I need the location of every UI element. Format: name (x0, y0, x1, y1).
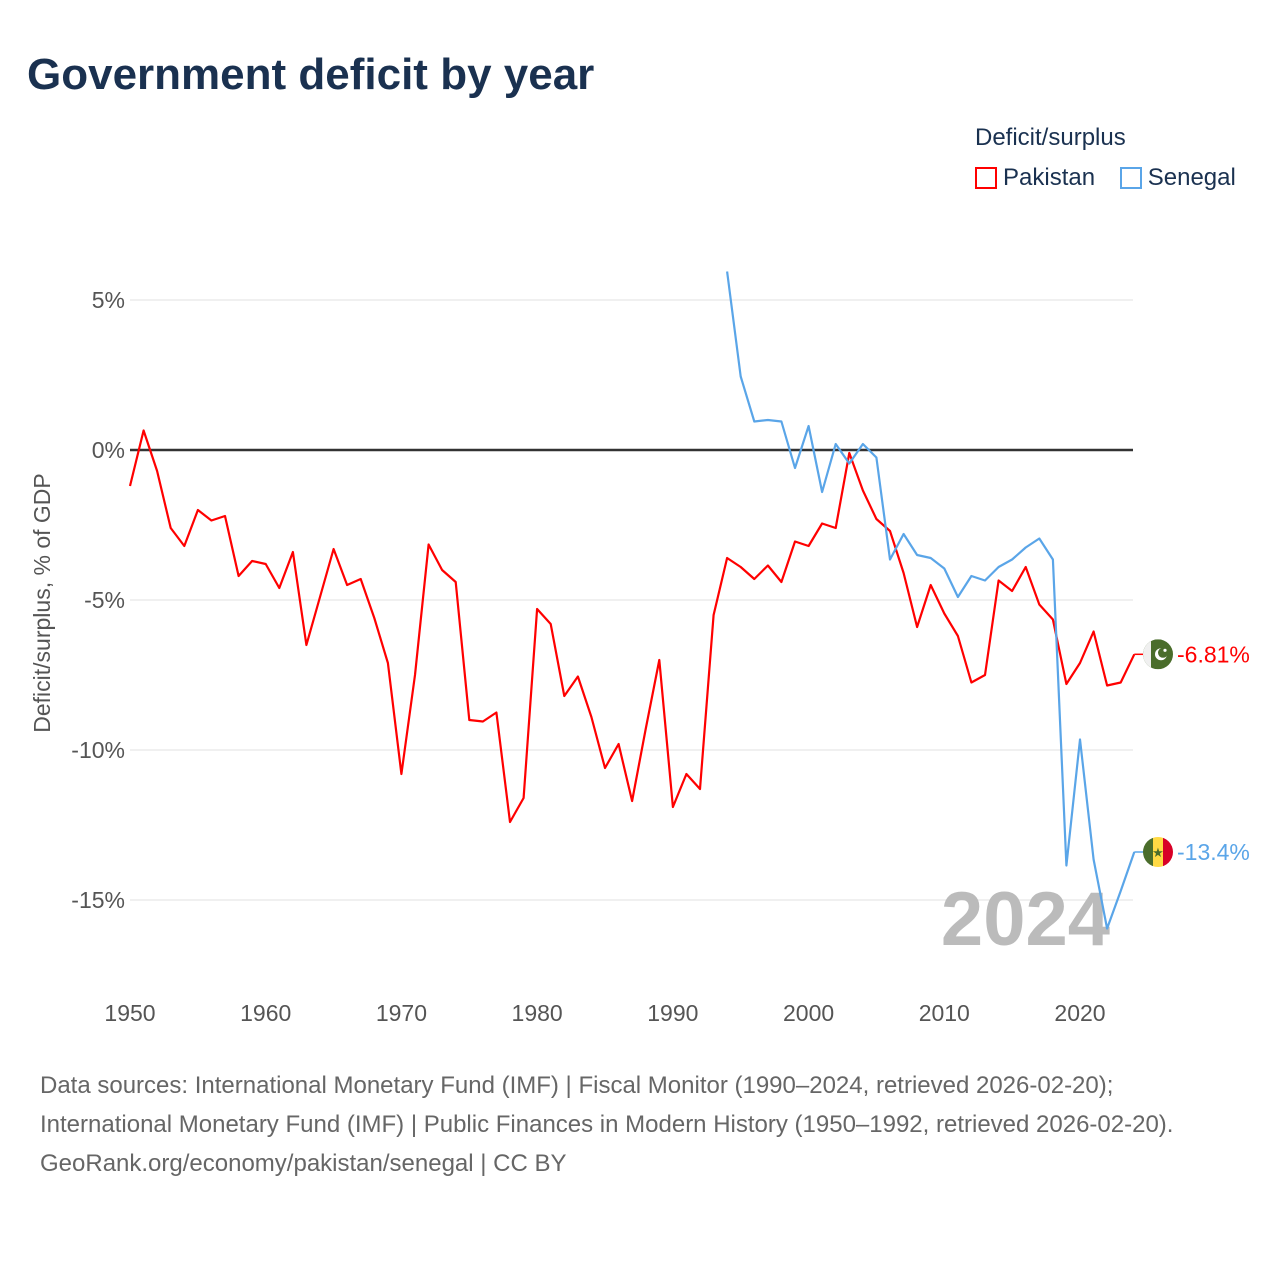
y-tick-label: 5% (92, 287, 125, 313)
svg-text:★: ★ (1152, 845, 1164, 860)
watermark-year: 2024 (941, 877, 1110, 962)
legend-item-pakistan[interactable]: Pakistan (975, 164, 1095, 192)
x-tick-label: 1950 (104, 1000, 155, 1026)
y-axis-title: Deficit/surplus, % of GDP (29, 473, 55, 732)
credit-link[interactable]: GeoRank.org/economy/pakistan/senegal | C… (40, 1150, 567, 1177)
y-axis-ticks: 5% 0% -5% -10% -15% (71, 287, 125, 913)
series-line-senegal (726, 271, 1136, 930)
y-tick-label: -5% (84, 587, 125, 613)
gridlines (130, 299, 1133, 901)
x-tick-label: 1970 (376, 1000, 427, 1026)
end-value-label-senegal: -13.4% (1177, 839, 1250, 865)
end-value-label-pakistan: -6.81% (1177, 641, 1250, 667)
legend-swatch-senegal (1119, 167, 1142, 189)
legend-item-senegal[interactable]: Senegal (1119, 164, 1236, 192)
series-line-pakistan (128, 429, 1136, 824)
data-sources: Data sources: International Monetary Fun… (40, 1072, 1174, 1138)
senegal-flag-icon: ★ (1143, 837, 1173, 867)
y-tick-label: 0% (92, 437, 125, 463)
x-tick-label: 2000 (783, 1000, 834, 1026)
legend-label-senegal: Senegal (1147, 164, 1236, 191)
y-tick-label: -10% (71, 737, 125, 763)
x-tick-label: 2010 (919, 1000, 970, 1026)
legend-label-pakistan: Pakistan (1003, 164, 1096, 191)
x-tick-label: 1960 (240, 1000, 291, 1026)
footer: Data sources: International Monetary Fun… (40, 1066, 1240, 1183)
x-tick-label: 1980 (512, 1000, 563, 1026)
legend: Deficit/surplus Pakistan Senegal (975, 124, 1236, 196)
x-tick-label: 2020 (1054, 1000, 1105, 1026)
end-labels: -6.81% ★ -13.4% (1134, 639, 1250, 867)
legend-swatch-pakistan (975, 167, 997, 189)
legend-title: Deficit/surplus (975, 124, 1126, 151)
pakistan-flag-icon (1143, 639, 1173, 670)
chart-title: Government deficit by year (27, 50, 595, 99)
y-tick-label: -15% (71, 887, 125, 913)
x-tick-label: 1990 (647, 1000, 698, 1026)
series-lines (128, 271, 1136, 930)
x-axis-ticks: 1950 1960 1970 1980 1990 2000 2010 2020 (104, 1000, 1105, 1026)
